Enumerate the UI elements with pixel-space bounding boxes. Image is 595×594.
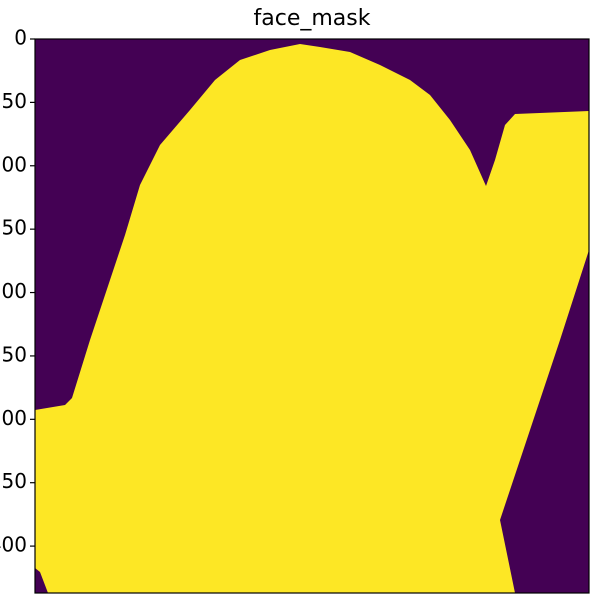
y-tick-label: 150 bbox=[0, 216, 27, 240]
mask-region bbox=[35, 44, 589, 593]
y-tick-label: 350 bbox=[0, 469, 27, 493]
y-tick-label: 400 bbox=[0, 533, 27, 557]
y-tick-label: 300 bbox=[0, 406, 27, 430]
y-tick-label: 100 bbox=[0, 152, 27, 176]
y-tick-label: 50 bbox=[2, 89, 27, 113]
chart-title: face_mask bbox=[254, 6, 371, 31]
y-tick-label: 200 bbox=[0, 279, 27, 303]
axes-frame bbox=[34, 38, 590, 594]
y-tick-label: 0 bbox=[14, 26, 27, 50]
y-tick-label: 250 bbox=[0, 342, 27, 366]
